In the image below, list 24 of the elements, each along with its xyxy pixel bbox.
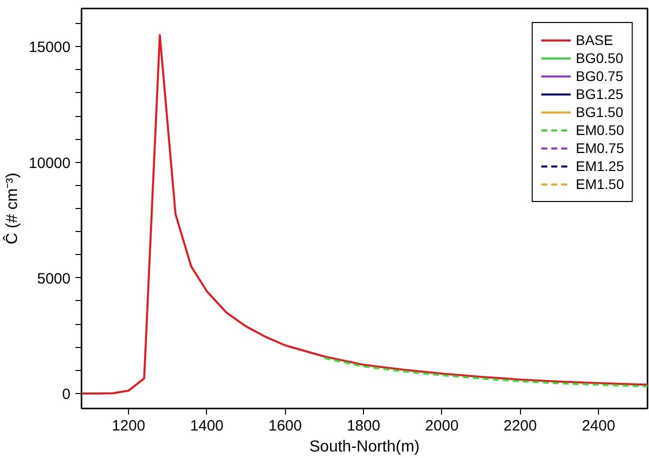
legend-label: BASE [576,31,614,49]
x-tick-label: 2400 [582,418,616,434]
legend-label: EM1.50 [576,175,624,193]
x-axis-title: South-North(m) [309,438,420,456]
line-series [323,357,648,388]
x-tick-label: 2000 [425,418,459,434]
x-tick-label: 1200 [112,418,146,434]
y-axis-title: Ĉ (# cm⁻³) [2,172,21,244]
x-tick-label: 1800 [346,418,380,434]
y-tick-label: 15000 [28,39,71,56]
legend-label: BG0.75 [576,67,624,85]
legend-label: BG1.25 [576,85,624,103]
y-tick-label: 0 [62,386,70,403]
line-series [82,34,648,394]
x-tick-label: 1400 [190,418,224,434]
legend-label: EM0.50 [576,121,624,139]
x-tick-label: 2200 [504,418,537,434]
legend-label: EM1.25 [576,157,624,175]
x-tick-label: 1600 [268,418,302,434]
y-tick-label: 5000 [37,270,71,288]
legend-label: BG0.50 [576,49,624,67]
legend-label: EM0.75 [576,139,624,157]
legend-label: BG1.50 [576,103,624,121]
y-tick-label: 10000 [28,154,71,172]
